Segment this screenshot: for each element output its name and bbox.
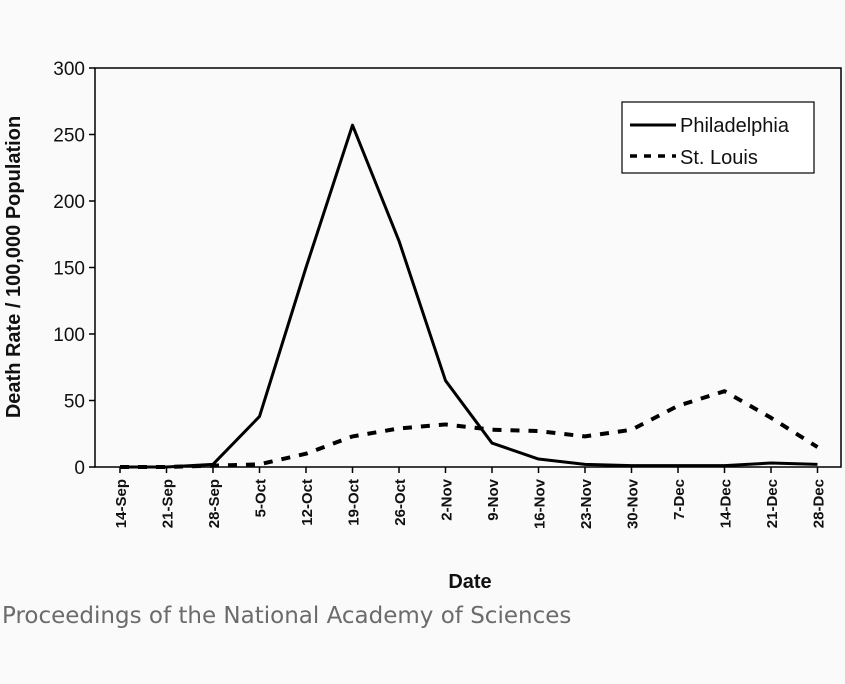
y-axis-title: Death Rate / 100,000 Population (3, 116, 25, 418)
x-tick-label: 14-Dec (718, 479, 735, 528)
x-tick-label: 23-Nov (578, 478, 595, 529)
y-tick-label: 0 (74, 458, 85, 479)
x-tick-label: 28-Dec (811, 479, 828, 528)
x-tick-label: 21-Sep (160, 479, 177, 528)
x-tick-label: 26-Oct (392, 479, 409, 526)
x-tick-label: 12-Oct (299, 479, 316, 526)
y-tick-label: 50 (64, 392, 85, 413)
source-caption: Proceedings of the National Academy of S… (2, 603, 572, 629)
legend-box (621, 101, 815, 174)
series-line-philadelphia (120, 123, 818, 469)
y-axis: 0 50 100 150 200 250 300 (53, 59, 95, 479)
y-tick-label: 150 (53, 259, 85, 280)
x-tick-label: 30-Nov (625, 478, 642, 529)
legend: Philadelphia St. Louis (621, 101, 815, 174)
x-tick-label: 19-Oct (346, 479, 363, 526)
x-tick-label: 14-Sep (113, 479, 130, 528)
x-axis-title: Date (448, 571, 491, 593)
x-tick-label: 7-Dec (671, 479, 688, 520)
x-axis: 14-Sep 21-Sep 28-Sep 5-Oct 12-Oct 19-Oct 26-Oc… (113, 467, 828, 529)
x-tick-label: 21-Dec (764, 479, 781, 528)
x-tick-label: 5-Oct (253, 479, 270, 517)
y-tick-label: 100 (53, 325, 85, 346)
legend-label-st-louis: St. Louis (680, 147, 758, 169)
series-lines (120, 123, 819, 469)
y-tick-label: 250 (53, 126, 85, 147)
line-chart: 0 50 100 150 200 250 300 14-Sep 21-Sep 28-Sep 5-O… (3, 59, 842, 593)
legend-label-philadelphia: Philadelphia (680, 115, 790, 137)
x-tick-label: 28-Sep (206, 479, 223, 528)
x-tick-label: 9-Nov (485, 478, 502, 520)
x-tick-label: 16-Nov (532, 478, 549, 529)
x-tick-label: 2-Nov (439, 478, 456, 520)
y-tick-label: 300 (53, 59, 85, 80)
series-line-st-louis (120, 389, 819, 469)
y-tick-label: 200 (53, 192, 85, 213)
